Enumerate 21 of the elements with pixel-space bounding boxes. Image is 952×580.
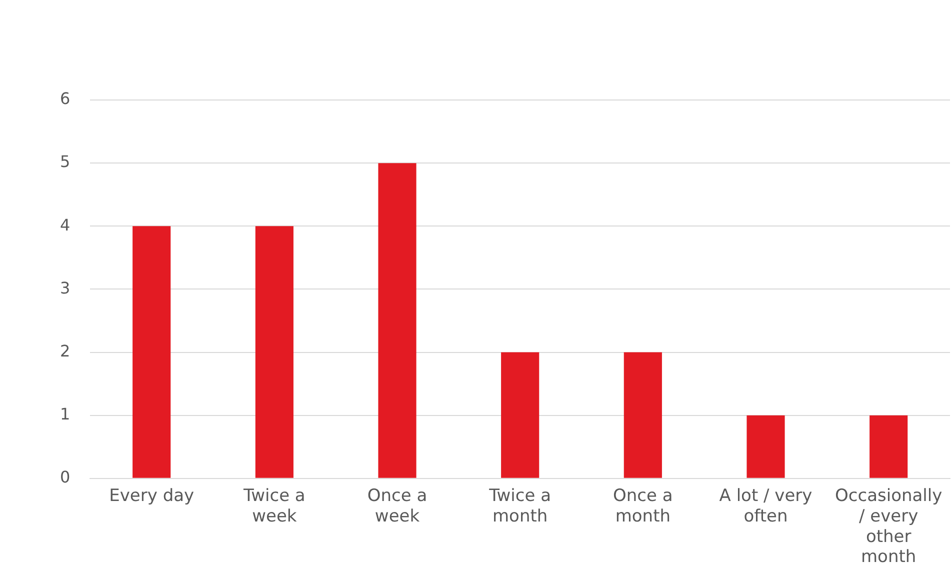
y-tick-label: 0 (60, 468, 70, 487)
bar (624, 352, 662, 478)
y-tick-label: 1 (60, 404, 70, 424)
y-tick-label: 3 (60, 278, 70, 298)
x-tick-label: Occasionally / every other month (835, 486, 942, 568)
bar (255, 226, 294, 478)
x-tick-label: Once a month (613, 486, 673, 526)
y-tick-label: 5 (60, 152, 70, 172)
x-tick-label: Once a week (367, 486, 428, 526)
bar (132, 226, 171, 478)
y-tick-label: 4 (60, 215, 70, 234)
x-tick-label: A lot / very often (719, 486, 812, 526)
bar (870, 415, 908, 478)
y-tick-label: 6 (60, 89, 70, 108)
x-tick-label: Every day (109, 486, 194, 506)
bar (501, 352, 540, 478)
bar (746, 415, 785, 478)
x-tick-label: Twice a week (242, 486, 306, 526)
y-tick-label: 2 (60, 341, 70, 360)
x-tick-label: Twice a month (488, 486, 552, 526)
bar (378, 163, 416, 478)
